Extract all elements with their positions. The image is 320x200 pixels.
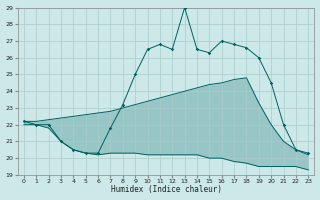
- X-axis label: Humidex (Indice chaleur): Humidex (Indice chaleur): [111, 185, 221, 194]
